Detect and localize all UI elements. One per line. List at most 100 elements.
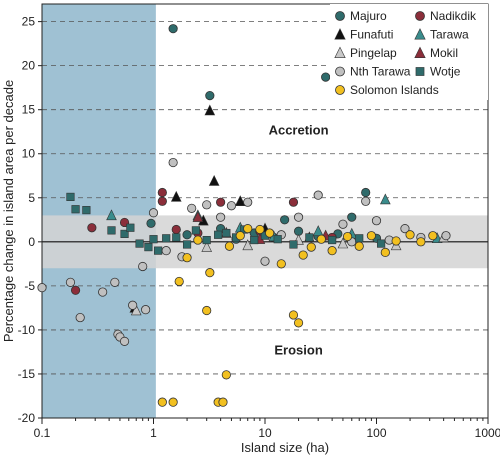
y-tick-label: -5 xyxy=(24,279,35,293)
point-wotje xyxy=(250,235,259,245)
x-axis-label: Island size (ha) xyxy=(241,440,329,455)
legend-solomon-islands-marker xyxy=(335,85,345,95)
point-funafuti xyxy=(170,190,182,202)
point-majuro xyxy=(205,91,215,101)
point-nth-tarawa xyxy=(75,312,85,323)
point-nth-tarawa xyxy=(338,219,348,229)
point-wotje xyxy=(126,223,135,232)
point-nth-tarawa xyxy=(293,212,304,222)
point-nth-tarawa xyxy=(441,231,451,241)
point-wotje xyxy=(202,235,211,245)
point-solomon-islands xyxy=(182,253,192,263)
point-nadikdik xyxy=(216,197,226,207)
point-tarawa xyxy=(106,209,117,221)
point-majuro xyxy=(361,187,371,198)
point-solomon-islands xyxy=(193,235,203,245)
point-nth-tarawa xyxy=(98,287,108,297)
point-nth-tarawa xyxy=(161,246,171,256)
point-funafuti xyxy=(234,195,246,207)
x-tick-label: 0.1 xyxy=(34,426,51,440)
point-wotje xyxy=(214,230,223,239)
point-solomon-islands xyxy=(265,228,275,238)
point-nth-tarawa xyxy=(260,256,270,266)
legend-funafuti-marker xyxy=(334,28,346,40)
point-majuro xyxy=(182,230,192,240)
point-majuro xyxy=(168,24,178,34)
point-nth-tarawa xyxy=(216,212,226,222)
point-wotje xyxy=(71,205,80,214)
point-nth-tarawa xyxy=(110,277,120,287)
point-solomon-islands xyxy=(235,231,245,241)
y-tick-label: -20 xyxy=(18,411,36,425)
legend-pingelap-marker xyxy=(334,46,346,59)
point-solomon-islands xyxy=(416,237,426,247)
point-solomon-islands xyxy=(380,247,390,257)
point-nth-tarawa xyxy=(243,197,253,207)
legend-majuro-label: Majuro xyxy=(350,9,387,23)
point-wotje xyxy=(154,246,163,255)
point-wotje xyxy=(66,192,75,201)
point-wotje xyxy=(162,234,171,243)
point-wotje xyxy=(328,235,337,245)
point-tarawa xyxy=(380,193,391,205)
point-solomon-islands xyxy=(224,241,235,251)
point-nth-tarawa xyxy=(65,277,76,287)
point-wotje xyxy=(144,243,153,252)
point-nth-tarawa xyxy=(313,190,323,200)
point-solomon-islands xyxy=(221,370,231,380)
point-solomon-islands xyxy=(157,397,167,407)
point-solomon-islands xyxy=(276,259,286,269)
legend-pingelap-label: Pingelap xyxy=(350,46,397,60)
legend-nth-tarawa-marker xyxy=(335,66,345,77)
point-majuro xyxy=(347,212,357,222)
x-tick-label: 1000 xyxy=(475,426,500,440)
point-nadikdik xyxy=(70,285,81,295)
point-nth-tarawa xyxy=(202,200,212,210)
point-solomon-islands xyxy=(405,230,415,240)
point-nth-tarawa xyxy=(168,157,178,168)
point-wotje xyxy=(222,228,231,238)
point-wotje xyxy=(305,233,314,242)
legend-nadikdik-label: Nadikdik xyxy=(430,9,477,23)
y-tick-label: -15 xyxy=(18,367,36,381)
legend-tarawa-label: Tarawa xyxy=(430,28,469,42)
point-solomon-islands xyxy=(218,397,228,407)
point-wotje xyxy=(107,226,116,235)
point-nth-tarawa xyxy=(400,224,410,234)
point-wotje xyxy=(135,239,144,248)
point-solomon-islands xyxy=(288,310,299,320)
x-tick-label: 100 xyxy=(366,426,386,440)
point-solomon-islands xyxy=(306,242,316,252)
point-wotje xyxy=(120,229,129,238)
point-nth-tarawa xyxy=(141,305,151,315)
point-solomon-islands xyxy=(342,231,353,242)
legend-wotje-label: Wotje xyxy=(430,65,461,79)
annotation-erosion: Erosion xyxy=(274,343,322,358)
point-nadikdik xyxy=(171,224,181,235)
point-pingelap xyxy=(201,241,213,252)
point-nth-tarawa xyxy=(138,261,148,272)
point-solomon-islands xyxy=(205,268,215,278)
point-solomon-islands xyxy=(366,231,376,241)
point-solomon-islands xyxy=(202,305,212,316)
point-solomon-islands xyxy=(428,231,438,241)
point-wotje xyxy=(191,226,200,235)
point-wotje xyxy=(289,240,298,249)
legend-funafuti-label: Funafuti xyxy=(350,28,393,42)
point-solomon-islands xyxy=(316,234,326,244)
point-solomon-islands xyxy=(174,276,184,287)
point-wotje xyxy=(172,233,181,242)
plot-frame xyxy=(41,3,489,419)
point-wotje xyxy=(355,234,364,243)
legend-tarawa-marker xyxy=(414,28,426,40)
point-nadikdik xyxy=(87,223,97,233)
point-solomon-islands xyxy=(391,236,401,246)
point-pingelap xyxy=(130,304,142,316)
point-nth-tarawa xyxy=(119,336,130,346)
y-tick-label: 25 xyxy=(22,15,36,29)
point-solomon-islands xyxy=(298,250,308,260)
legend-box xyxy=(330,4,488,100)
point-tarawa xyxy=(312,225,324,236)
point-solomon-islands xyxy=(327,246,337,256)
point-solomon-islands xyxy=(243,224,253,234)
